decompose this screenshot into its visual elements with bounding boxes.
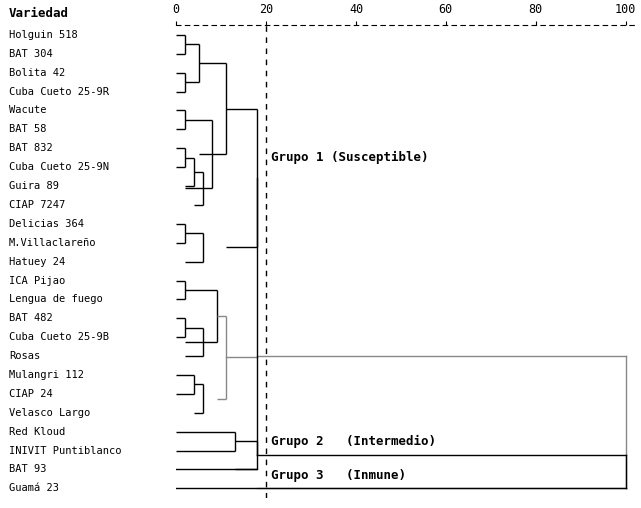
Text: Variedad: Variedad (9, 7, 69, 20)
Text: Bolita 42: Bolita 42 (9, 68, 65, 78)
Text: Lengua de fuego: Lengua de fuego (9, 295, 103, 304)
Text: BAT 832: BAT 832 (9, 143, 53, 153)
Text: CIAP 24: CIAP 24 (9, 389, 53, 399)
Text: Hatuey 24: Hatuey 24 (9, 257, 65, 267)
Text: Grupo 2   (Intermedio): Grupo 2 (Intermedio) (271, 435, 436, 448)
Text: Cuba Cueto 25-9N: Cuba Cueto 25-9N (9, 162, 109, 172)
Text: BAT 482: BAT 482 (9, 313, 53, 323)
Text: Mulangri 112: Mulangri 112 (9, 370, 84, 380)
Text: Velasco Largo: Velasco Largo (9, 408, 90, 418)
Text: Guamá 23: Guamá 23 (9, 484, 59, 493)
Text: BAT 58: BAT 58 (9, 124, 46, 134)
Text: INIVIT Puntiblanco: INIVIT Puntiblanco (9, 446, 121, 456)
Text: BAT 304: BAT 304 (9, 49, 53, 59)
Text: Guira 89: Guira 89 (9, 181, 59, 191)
Text: Cuba Cueto 25-9R: Cuba Cueto 25-9R (9, 86, 109, 97)
Text: Wacute: Wacute (9, 106, 46, 115)
Text: Red Kloud: Red Kloud (9, 427, 65, 437)
Text: Delicias 364: Delicias 364 (9, 219, 84, 229)
Text: Cuba Cueto 25-9B: Cuba Cueto 25-9B (9, 332, 109, 342)
Text: BAT 93: BAT 93 (9, 464, 46, 474)
Text: Grupo 1 (Susceptible): Grupo 1 (Susceptible) (271, 151, 428, 164)
Text: Holguin 518: Holguin 518 (9, 30, 78, 40)
Text: CIAP 7247: CIAP 7247 (9, 200, 65, 210)
Text: ICA Pijao: ICA Pijao (9, 275, 65, 285)
Text: M.Villaclareño: M.Villaclareño (9, 238, 96, 248)
Text: Grupo 3   (Inmune): Grupo 3 (Inmune) (271, 469, 406, 482)
Text: Rosas: Rosas (9, 351, 40, 361)
